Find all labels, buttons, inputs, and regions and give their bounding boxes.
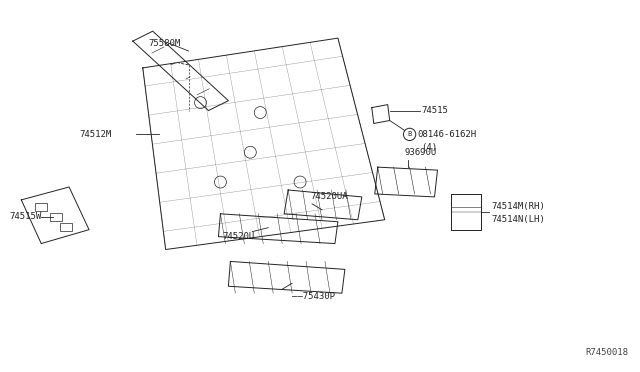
Text: (4): (4) [422, 143, 438, 152]
Bar [35, 203, 47, 211]
Text: R7450018: R7450018 [586, 348, 628, 357]
Text: 74514M(RH): 74514M(RH) [492, 202, 545, 211]
Text: ——75430P: ——75430P [292, 292, 335, 301]
Text: B: B [408, 131, 412, 137]
Text: 74514N(LH): 74514N(LH) [492, 215, 545, 224]
Text: 74515: 74515 [422, 106, 449, 115]
Text: 74520UA: 74520UA [310, 192, 348, 201]
Text: 74512M: 74512M [79, 130, 111, 139]
Text: 74520U: 74520U [223, 232, 255, 241]
Bar [50, 213, 62, 221]
Bar [60, 223, 72, 231]
Text: 74515W: 74515W [10, 212, 42, 221]
Text: 93690U: 93690U [404, 148, 437, 157]
Text: 08146-6162H: 08146-6162H [417, 130, 477, 139]
Text: 75580M: 75580M [148, 39, 181, 48]
